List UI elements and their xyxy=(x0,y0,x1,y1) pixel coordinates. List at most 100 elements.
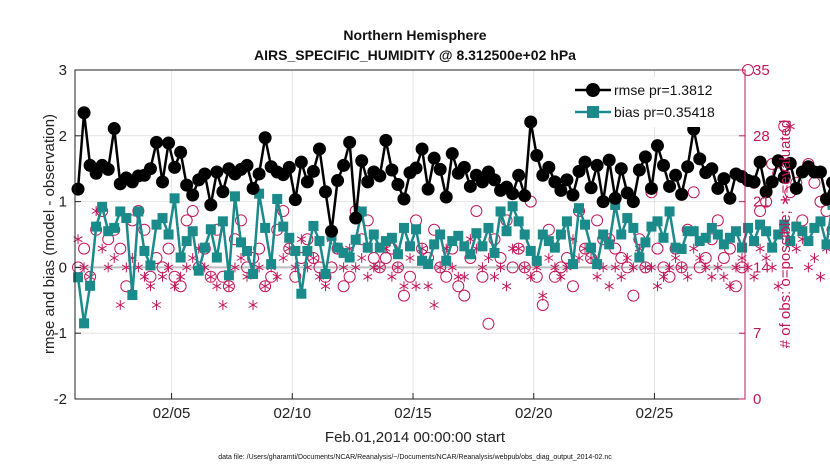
evaluated-obs-point xyxy=(616,271,626,282)
rmse-point xyxy=(439,190,453,204)
bias-point xyxy=(338,247,349,258)
evaluated-obs-point xyxy=(689,243,699,254)
rmse-point xyxy=(282,160,296,174)
bias-point xyxy=(543,236,554,247)
bias-point xyxy=(205,224,216,235)
rmse-point xyxy=(312,142,326,156)
left-tick-label: -1 xyxy=(54,325,67,342)
bias-point xyxy=(169,193,180,204)
possible-obs-point xyxy=(627,289,640,302)
possible-obs-point xyxy=(675,261,688,274)
rmse-point xyxy=(149,135,163,149)
bias-point xyxy=(405,241,415,252)
rmse-point xyxy=(717,172,731,186)
evaluated-obs-point xyxy=(495,262,506,273)
bias-point xyxy=(229,191,240,202)
evaluated-obs-point xyxy=(399,281,409,292)
rmse-point xyxy=(765,175,779,189)
possible-obs-point xyxy=(138,223,151,236)
bias-point xyxy=(103,226,114,237)
left-tick-label: 0 xyxy=(59,259,67,276)
rmse-point xyxy=(759,185,773,199)
possible-obs-point xyxy=(506,261,519,274)
rmse-point xyxy=(349,211,363,225)
evaluated-obs-point xyxy=(592,271,602,282)
possible-obs-point xyxy=(434,261,447,274)
rmse-point xyxy=(168,160,182,174)
rmse-point xyxy=(445,147,459,161)
rmse-point xyxy=(355,154,369,168)
possible-obs-point xyxy=(114,242,127,255)
rmse-point xyxy=(578,155,592,169)
right-axis-ticks: 0 7 14 21 28 35 xyxy=(739,62,770,408)
bias-point xyxy=(73,272,84,283)
right-axis-label: # of obs: o=possible; ∗=evaluated xyxy=(777,120,794,349)
bias-point xyxy=(670,242,681,253)
rmse-point xyxy=(524,115,538,129)
possible-obs-point xyxy=(259,280,272,293)
rmse-point xyxy=(379,133,393,147)
rmse-point xyxy=(331,174,345,188)
bias-point xyxy=(157,213,168,224)
possible-obs-point xyxy=(180,214,193,227)
bias-point xyxy=(610,199,621,210)
bias-point xyxy=(302,245,313,256)
bias-point xyxy=(803,236,814,247)
right-tick-label: 7 xyxy=(753,325,761,342)
bias-point xyxy=(223,270,234,281)
rmse-point xyxy=(488,173,502,187)
bias-point xyxy=(163,229,174,240)
bias-point xyxy=(79,318,90,329)
bias-point xyxy=(266,259,277,270)
bias-point xyxy=(356,206,367,217)
bias-point xyxy=(682,226,693,237)
bias-point xyxy=(296,288,307,299)
rmse-point xyxy=(325,224,339,238)
evaluated-obs-point xyxy=(115,300,125,310)
evaluated-obs-point xyxy=(526,271,536,282)
evaluated-obs-point xyxy=(556,271,566,282)
evaluated-obs-point xyxy=(393,262,403,273)
rmse-point xyxy=(373,169,387,183)
possible-obs-point xyxy=(717,252,730,264)
bias-point xyxy=(308,220,319,231)
bias-point xyxy=(362,242,373,253)
bias-point xyxy=(736,242,747,253)
rmse-point xyxy=(632,163,646,177)
evaluated-obs-point xyxy=(145,281,156,292)
evaluated-obs-point xyxy=(803,262,813,273)
bias-point xyxy=(489,247,500,258)
rmse-point xyxy=(288,193,302,207)
evaluated-obs-point xyxy=(411,281,421,292)
bias-point xyxy=(809,222,820,233)
evaluated-obs-point xyxy=(677,262,687,273)
bias-point xyxy=(97,201,108,212)
evaluated-obs-point xyxy=(664,262,675,273)
rmse-point xyxy=(705,162,719,176)
evaluated-obs-point xyxy=(501,281,512,292)
bias-point xyxy=(145,260,156,271)
bias-point xyxy=(501,226,512,237)
rmse-point xyxy=(819,192,830,206)
evaluated-obs-point xyxy=(423,281,433,292)
x-axis-label: Feb.01,2014 00:00:00 start xyxy=(325,429,506,446)
possible-obs-point xyxy=(343,270,356,283)
bias-point xyxy=(706,222,717,233)
evaluated-obs-point xyxy=(671,253,681,263)
bias-point xyxy=(718,239,729,250)
evaluated-obs-point xyxy=(357,253,367,263)
bias-point xyxy=(248,268,259,279)
legend: rmse pr=1.3812 bias pr=0.35418 xyxy=(570,77,740,127)
evaluated-obs-point xyxy=(351,262,361,273)
evaluated-obs-point xyxy=(339,262,349,273)
possible-obs-point xyxy=(337,280,350,293)
rmse-point xyxy=(663,179,677,193)
possible-obs-point xyxy=(482,317,495,330)
bias-point xyxy=(314,236,325,247)
rmse-point xyxy=(391,177,405,191)
evaluated-obs-point xyxy=(773,281,783,292)
rmse-point xyxy=(421,182,435,196)
rmse-point xyxy=(252,167,266,181)
rmse-point xyxy=(506,187,520,201)
possible-obs-point xyxy=(808,176,821,189)
